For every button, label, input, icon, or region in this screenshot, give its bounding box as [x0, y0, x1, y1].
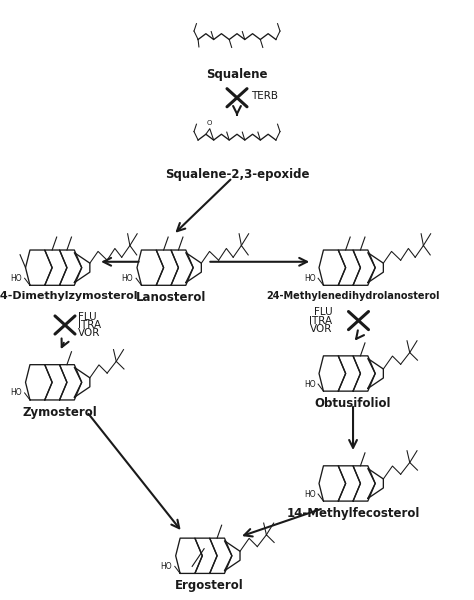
Text: VOR: VOR	[78, 328, 100, 338]
Text: O: O	[207, 119, 212, 125]
Text: Obtusifoliol: Obtusifoliol	[315, 397, 391, 410]
Text: 24-Methylenedihydrolanosterol: 24-Methylenedihydrolanosterol	[266, 291, 440, 301]
Text: Lanosterol: Lanosterol	[136, 291, 206, 304]
Text: VOR: VOR	[310, 324, 333, 334]
Text: HO: HO	[304, 490, 315, 499]
Text: HO: HO	[304, 380, 315, 389]
Text: ITRA: ITRA	[310, 316, 333, 326]
Text: Zymosterol: Zymosterol	[22, 406, 97, 419]
Text: TERB: TERB	[251, 91, 278, 101]
Text: HO: HO	[160, 562, 172, 571]
Text: HO: HO	[10, 388, 22, 397]
Text: Squalene-2,3-epoxide: Squalene-2,3-epoxide	[165, 167, 309, 181]
Text: HO: HO	[10, 274, 22, 283]
Text: FLU: FLU	[78, 312, 96, 322]
Text: 4,14-Dimethylzymosterol: 4,14-Dimethylzymosterol	[0, 291, 138, 301]
Text: Squalene: Squalene	[206, 68, 268, 81]
Text: ITRA: ITRA	[78, 320, 101, 330]
Text: 14-Methylfecosterol: 14-Methylfecosterol	[286, 507, 419, 520]
Text: HO: HO	[304, 274, 315, 283]
Text: Ergosterol: Ergosterol	[175, 580, 244, 592]
Text: HO: HO	[122, 274, 133, 283]
Text: FLU: FLU	[314, 307, 333, 317]
